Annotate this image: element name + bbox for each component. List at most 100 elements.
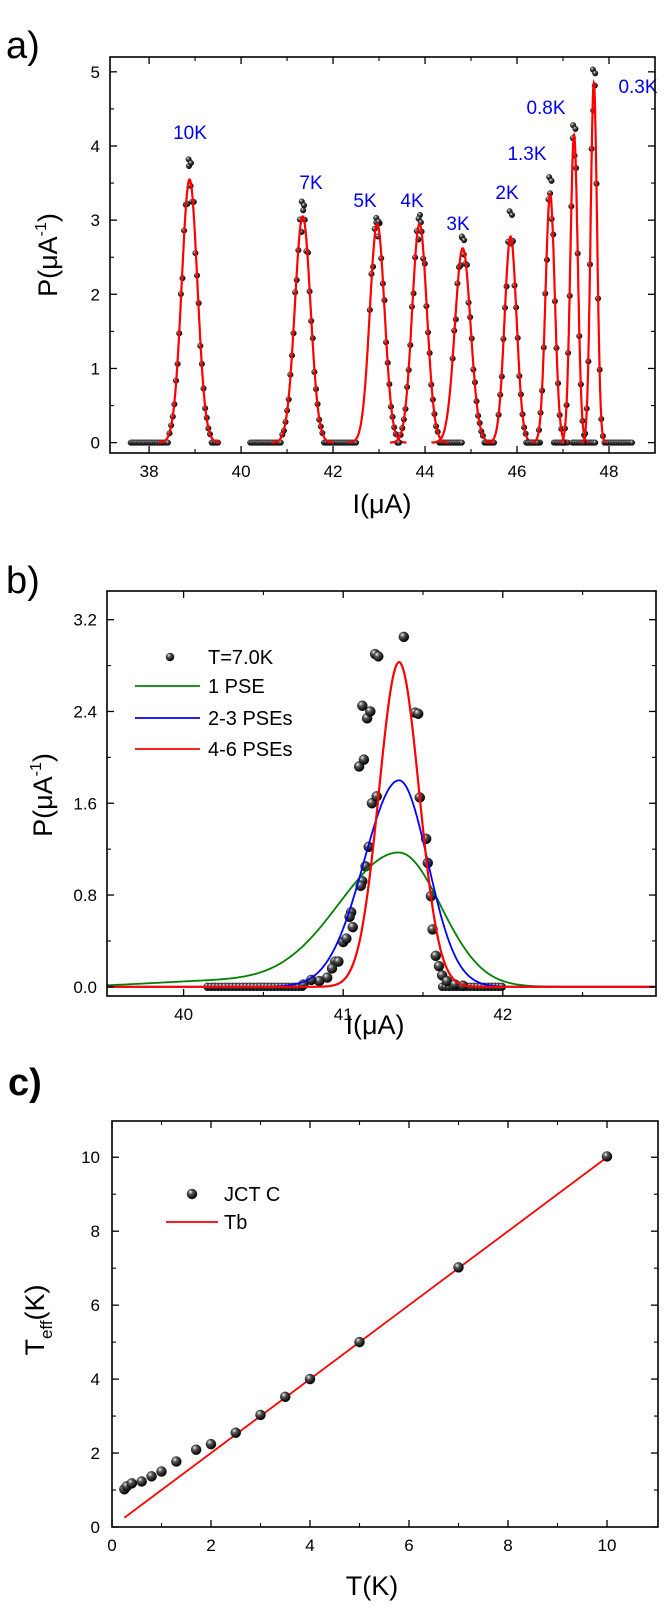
peak-label-5K: 5K — [353, 191, 377, 212]
panel-c-ylabel: Teff(K) — [20, 1284, 56, 1355]
data-point — [398, 631, 410, 643]
x-tick-label: 40 — [174, 1005, 193, 1024]
y-tick-label: 6 — [91, 1296, 100, 1315]
fit-curve — [158, 178, 221, 444]
panel-c-ticks: 0 2 4 6 8 10 0 2 4 6 8 10 — [81, 1121, 658, 1555]
data-point — [433, 960, 445, 972]
data-point — [592, 439, 599, 446]
x-tick-label: 46 — [508, 462, 527, 481]
peak-label-1.3K: 1.3K — [507, 144, 546, 165]
panel-b-series — [107, 631, 656, 992]
data-point — [255, 1409, 266, 1421]
data-point — [548, 177, 555, 184]
y-tick-label: 5 — [91, 63, 100, 82]
panel-c: c) 0 2 4 6 8 10 0 2 4 6 8 10 JCT C Tb T(K) Teff(K) — [8, 1062, 659, 1601]
peak-label-2K: 2K — [495, 183, 519, 204]
data-point — [371, 791, 382, 802]
y-tick-label: 0.0 — [73, 978, 97, 997]
x-tick-label: 6 — [404, 1536, 413, 1555]
panel-a-frame — [109, 56, 656, 454]
panel-b-frame — [106, 590, 657, 997]
panel-c-xlabel: T(K) — [346, 1571, 398, 1601]
data-point — [300, 207, 307, 214]
y-tick-label: 4 — [91, 137, 100, 156]
legend-label: 2-3 PSEs — [208, 708, 292, 730]
y-tick-label: 0 — [91, 434, 100, 453]
y-tick-label: 2.4 — [73, 702, 97, 721]
data-point — [333, 956, 344, 967]
panel-a-xlabel: I(μA) — [352, 489, 411, 519]
data-point — [430, 950, 441, 962]
data-point — [126, 1478, 138, 1489]
x-tick-label: 38 — [140, 462, 159, 481]
y-tick-label: 8 — [91, 1222, 100, 1241]
panel-b-label: b) — [6, 560, 40, 602]
y-tick-label: 4 — [91, 1370, 100, 1389]
data-point — [365, 706, 376, 717]
x-tick-label: 41 — [334, 1005, 353, 1024]
peak-series-5K — [347, 214, 407, 446]
tb-line — [123, 1156, 608, 1519]
fit-curve — [559, 132, 589, 444]
data-point — [572, 125, 579, 132]
data-point — [354, 1336, 365, 1348]
panel-c-legend: JCT C Tb — [166, 1184, 280, 1234]
legend-label: Tb — [224, 1212, 247, 1234]
peak-series-2K — [486, 208, 544, 446]
data-point — [187, 160, 194, 167]
data-point — [186, 1188, 198, 1200]
y-tick-label: 0.8 — [73, 886, 97, 905]
peak-series-0.3K — [569, 66, 636, 446]
panel-b-xlabel: I(μA) — [345, 1010, 404, 1040]
peak-label-0.3K: 0.3K — [618, 77, 657, 98]
peak-label-3K: 3K — [446, 214, 470, 235]
peak-series-1.3K — [523, 174, 571, 446]
x-tick-label: 42 — [324, 462, 343, 481]
x-tick-label: 48 — [600, 462, 619, 481]
panel-c-frame — [111, 1120, 659, 1528]
fit-curve — [390, 222, 449, 444]
y-tick-label: 0 — [91, 1518, 100, 1537]
y-tick-label: 3.2 — [73, 611, 97, 630]
data-point — [508, 211, 515, 218]
data-point — [458, 439, 465, 446]
panel-a-ticks: 38 40 42 44 46 48 0 1 2 3 4 5 — [91, 57, 655, 481]
data-point — [230, 1427, 241, 1438]
data-point — [357, 700, 368, 711]
data-point — [358, 754, 370, 765]
data-point — [146, 1471, 157, 1482]
data-point — [326, 963, 338, 974]
panel-a-label: a) — [6, 25, 40, 67]
two-three-pse-curve — [107, 779, 656, 988]
panel-b-legend: T=7.0K 1 PSE 2-3 PSEs 4-6 PSEs — [135, 647, 292, 761]
peak-series-7K — [247, 198, 360, 446]
x-tick-label: 8 — [503, 1536, 512, 1555]
peak-label-4K: 4K — [400, 191, 424, 212]
data-point — [190, 1444, 202, 1455]
y-tick-label: 3 — [91, 211, 100, 230]
data-point — [341, 933, 352, 944]
data-point — [629, 439, 636, 446]
fit-curve — [531, 192, 569, 444]
x-tick-label: 42 — [493, 1005, 512, 1024]
peak-label-0.8K: 0.8K — [526, 98, 565, 119]
y-tick-label: 1.6 — [73, 794, 97, 813]
legend-label: 4-6 PSEs — [208, 739, 292, 761]
panel-b: b) 40 41 42 0.0 0.8 1.6 2.4 3.2 T=7.0K 1 PSE 2-3 … — [6, 560, 657, 1040]
peak-label-10K: 10K — [173, 123, 207, 144]
y-tick-label: 2 — [91, 285, 100, 304]
fit-curve — [580, 78, 607, 444]
fit-curve — [486, 235, 535, 444]
data-point — [171, 1456, 182, 1467]
data-point — [165, 652, 175, 662]
panel-b-ticks: 40 41 42 0.0 0.8 1.6 2.4 3.2 — [73, 591, 656, 1024]
x-tick-label: 2 — [206, 1536, 215, 1555]
data-point — [413, 708, 424, 719]
peak-series-3K — [431, 233, 498, 446]
data-point — [461, 237, 468, 244]
data-point — [156, 1466, 167, 1477]
panel-a-series — [127, 66, 636, 446]
x-tick-label: 44 — [416, 462, 435, 481]
